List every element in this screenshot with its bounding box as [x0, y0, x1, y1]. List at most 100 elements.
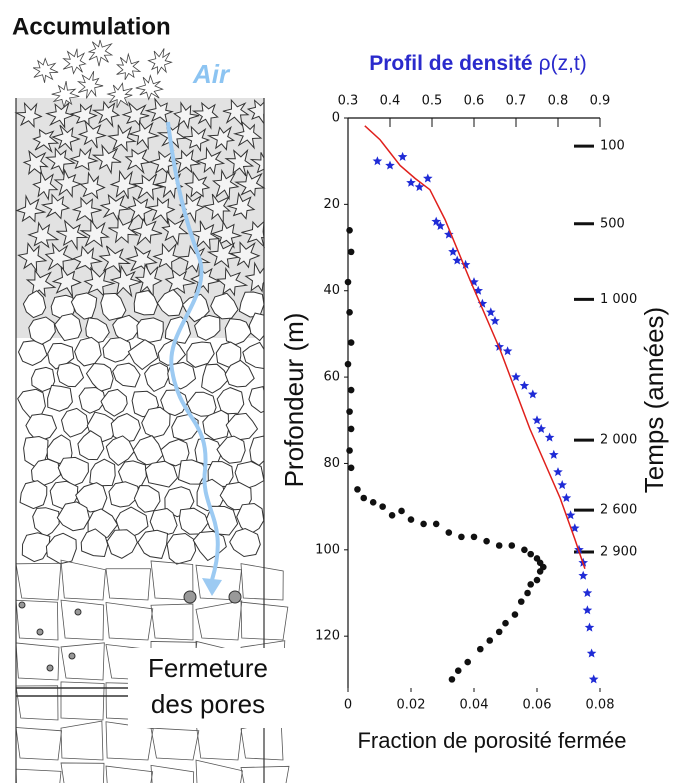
ice-cell — [105, 568, 151, 601]
firn-grain — [136, 317, 164, 343]
air-label: Air — [192, 59, 231, 89]
porosity-point — [344, 278, 352, 286]
snow-grain — [224, 148, 255, 177]
firn-grain — [186, 391, 217, 417]
snowflake — [76, 71, 104, 99]
snowflake — [62, 48, 87, 75]
ice-cell — [15, 642, 60, 681]
firn-grain — [47, 384, 73, 412]
porosity-point — [445, 529, 453, 536]
firn-grain — [108, 481, 140, 508]
snow-grain — [44, 147, 77, 176]
closed-pore — [18, 601, 26, 609]
firn-grain — [112, 314, 140, 343]
firn-grain — [89, 458, 116, 487]
ice-cell — [240, 601, 289, 641]
accumulation-label: Accumulation — [12, 13, 171, 40]
snow-grain — [195, 146, 226, 176]
firn-grain — [132, 435, 164, 466]
firn-grain — [32, 507, 60, 538]
snow-grain — [45, 101, 75, 129]
ice-cell — [15, 727, 62, 761]
snow-grain — [173, 101, 200, 130]
porosity-point — [388, 511, 396, 519]
firn-grain — [156, 288, 184, 317]
snow-grain — [51, 124, 81, 153]
x2-tick-label: 0.5 — [422, 94, 443, 109]
ice-cell — [15, 685, 59, 721]
density-point — [561, 493, 572, 502]
density-point — [582, 605, 593, 615]
ice-cell — [60, 599, 105, 641]
snow-grain — [181, 125, 211, 153]
snow-grain — [156, 120, 187, 149]
firn-grain — [248, 386, 265, 414]
snow-grain — [98, 245, 132, 274]
snow-grain — [79, 218, 110, 248]
porosity-point — [533, 576, 541, 584]
porosity-point — [346, 309, 353, 316]
snow-grain — [107, 124, 137, 153]
air-path — [166, 121, 220, 581]
x-tick-label: 0.06 — [523, 698, 552, 713]
x-tick-label: 0.08 — [586, 698, 615, 713]
firn-grain — [216, 387, 245, 415]
firn-grain — [80, 528, 109, 558]
y2-tick-label: 100 — [600, 139, 625, 154]
x-tick-label: 0.04 — [460, 698, 489, 713]
chart-title: Profil de densité ρ(z,t) — [369, 52, 586, 75]
density-point — [473, 285, 483, 295]
porosity-point — [454, 667, 462, 675]
firn-grain — [229, 527, 261, 558]
porosity-point — [527, 581, 535, 588]
firn-grain — [141, 406, 171, 438]
snow-grain — [164, 268, 197, 294]
snowflake — [106, 82, 133, 108]
snow-grain — [147, 197, 176, 225]
air-arrowhead — [202, 578, 222, 596]
density-point — [460, 259, 471, 269]
snow-grain — [212, 168, 240, 201]
x2-tick-label: 0.9 — [590, 94, 611, 109]
y-axis-label: Profondeur (m) — [279, 313, 309, 488]
porosity-point — [407, 516, 415, 523]
porosity-point — [521, 546, 528, 554]
firn-grain — [186, 341, 215, 368]
porosity-point — [360, 494, 368, 502]
firn-grain — [133, 484, 161, 513]
snow-grain — [25, 268, 57, 299]
title-symbol: ρ(z,t) — [539, 52, 587, 75]
snow-grain — [91, 100, 121, 128]
snowflake — [32, 57, 59, 83]
firn-grain — [127, 339, 159, 371]
firn-grain — [100, 388, 128, 417]
porosity-point — [483, 537, 490, 545]
porosity-point — [502, 619, 509, 627]
y2-tick-label: 1 000 — [600, 292, 637, 307]
firn-grain — [192, 530, 227, 562]
porosity-point — [420, 520, 427, 528]
firn-grain — [171, 413, 199, 441]
porosity-point — [495, 542, 503, 549]
firn-illustration — [14, 39, 290, 783]
y-tick-label: 40 — [323, 283, 340, 298]
firn-grain — [110, 412, 141, 443]
snow-grain — [132, 173, 165, 201]
density-point — [519, 380, 530, 390]
porosity-point — [347, 248, 355, 256]
firn-grain — [56, 501, 91, 532]
porosity-point — [369, 499, 377, 506]
y2-axis-label: Temps (années) — [639, 307, 669, 493]
snow-grain — [108, 214, 140, 244]
y2-tick-label: 2 000 — [600, 433, 637, 448]
snowflake — [87, 39, 114, 67]
porosity-point — [346, 408, 353, 415]
ice-cell — [240, 563, 284, 601]
x-tick-label: 0 — [344, 698, 352, 713]
y-tick-label: 20 — [323, 197, 340, 212]
firn-grain — [21, 532, 51, 563]
porosity-point — [495, 628, 503, 636]
porosity-point — [347, 386, 355, 394]
firn-grain — [78, 386, 106, 414]
